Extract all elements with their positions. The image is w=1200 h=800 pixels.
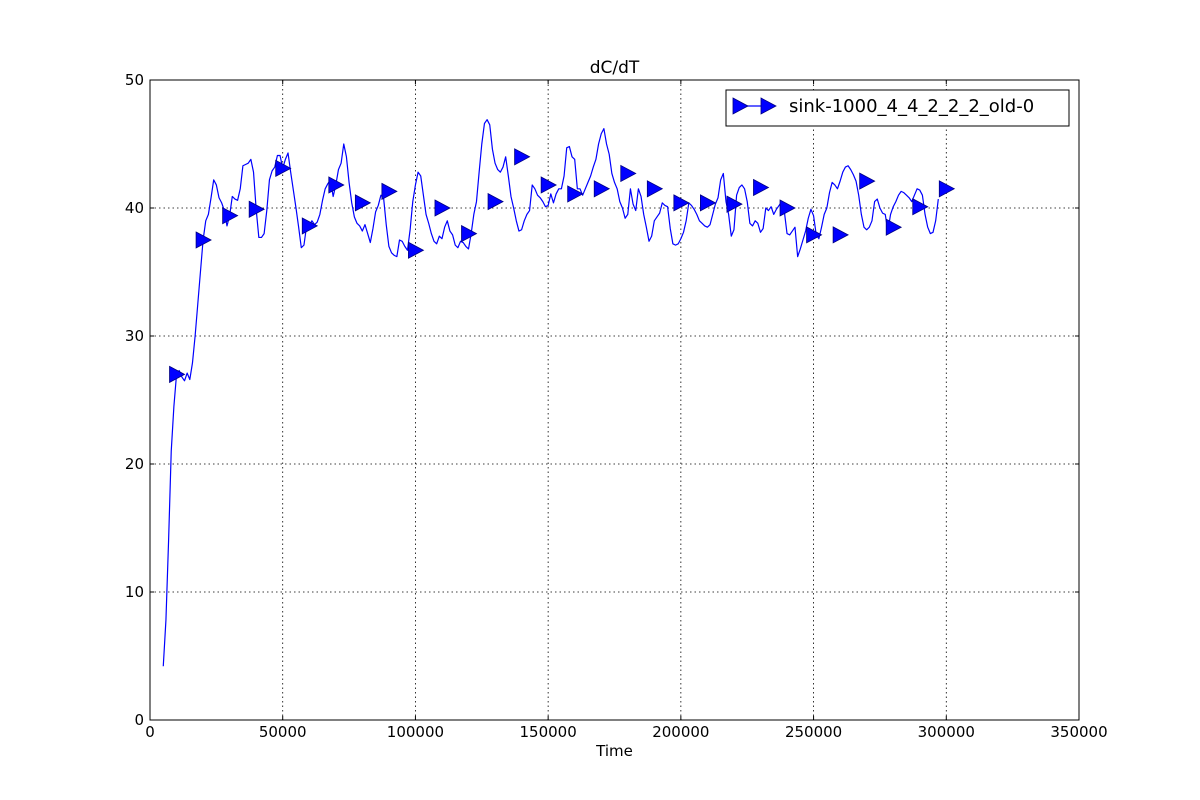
legend-box <box>725 89 1070 127</box>
series-marker <box>408 241 425 259</box>
series-marker <box>248 200 266 218</box>
series-marker <box>859 172 876 190</box>
x-tick-label: 300000 <box>918 723 975 741</box>
chart-title: dC/dT <box>590 58 640 78</box>
grid <box>150 80 1079 720</box>
x-tick-label: 100000 <box>387 723 444 741</box>
series-marker <box>169 365 186 384</box>
y-tick-label: 0 <box>134 711 144 729</box>
x-axis-label: Time <box>595 742 633 760</box>
series-marker <box>434 199 451 217</box>
series-marker <box>222 207 239 225</box>
series-marker <box>726 195 743 213</box>
series-marker <box>275 159 292 177</box>
plot-frame <box>149 79 1080 721</box>
series-marker <box>461 224 478 243</box>
legend-marker-right <box>760 97 777 115</box>
y-tick-label: 20 <box>125 455 144 473</box>
series-marker <box>540 176 557 194</box>
x-tick-label: 350000 <box>1050 723 1107 741</box>
series-marker <box>912 198 929 216</box>
series-marker <box>487 192 504 211</box>
series-marker <box>567 185 584 203</box>
series-marker <box>885 218 903 236</box>
series-marker <box>700 194 717 212</box>
y-tick-label: 10 <box>125 583 144 601</box>
series-marker <box>354 194 372 212</box>
legend: sink-1000_4_4_2_2_2_old-0 <box>725 89 1070 127</box>
legend-marker-left <box>732 97 749 115</box>
series-marker <box>806 226 823 244</box>
series-line <box>162 119 939 667</box>
y-tick-label: 30 <box>125 327 144 345</box>
series-marker <box>195 231 212 249</box>
x-tick-label: 200000 <box>652 723 709 741</box>
series-layer <box>162 119 956 667</box>
series-marker <box>514 148 531 166</box>
series-marker <box>938 180 956 198</box>
series-marker <box>593 180 611 198</box>
x-tick-label: 50000 <box>259 723 307 741</box>
y-tick-label: 40 <box>125 199 144 217</box>
series-marker <box>646 180 664 198</box>
series-marker <box>381 182 398 201</box>
series-marker <box>779 199 796 217</box>
legend-entry-label: sink-1000_4_4_2_2_2_old-0 <box>789 96 1034 117</box>
series-marker <box>832 226 849 244</box>
y-tick-label: 50 <box>125 71 144 89</box>
axis-ticks: 0 50000 100000 150000 200000 250000 300000 3500… <box>125 71 1108 741</box>
x-tick-label: 0 <box>145 723 155 741</box>
series-marker <box>620 164 637 183</box>
x-tick-label: 150000 <box>520 723 577 741</box>
x-tick-label: 250000 <box>785 723 842 741</box>
series-marker <box>673 194 690 212</box>
series-marker <box>301 217 319 235</box>
series-marker <box>328 176 345 194</box>
series-marker <box>753 178 770 197</box>
